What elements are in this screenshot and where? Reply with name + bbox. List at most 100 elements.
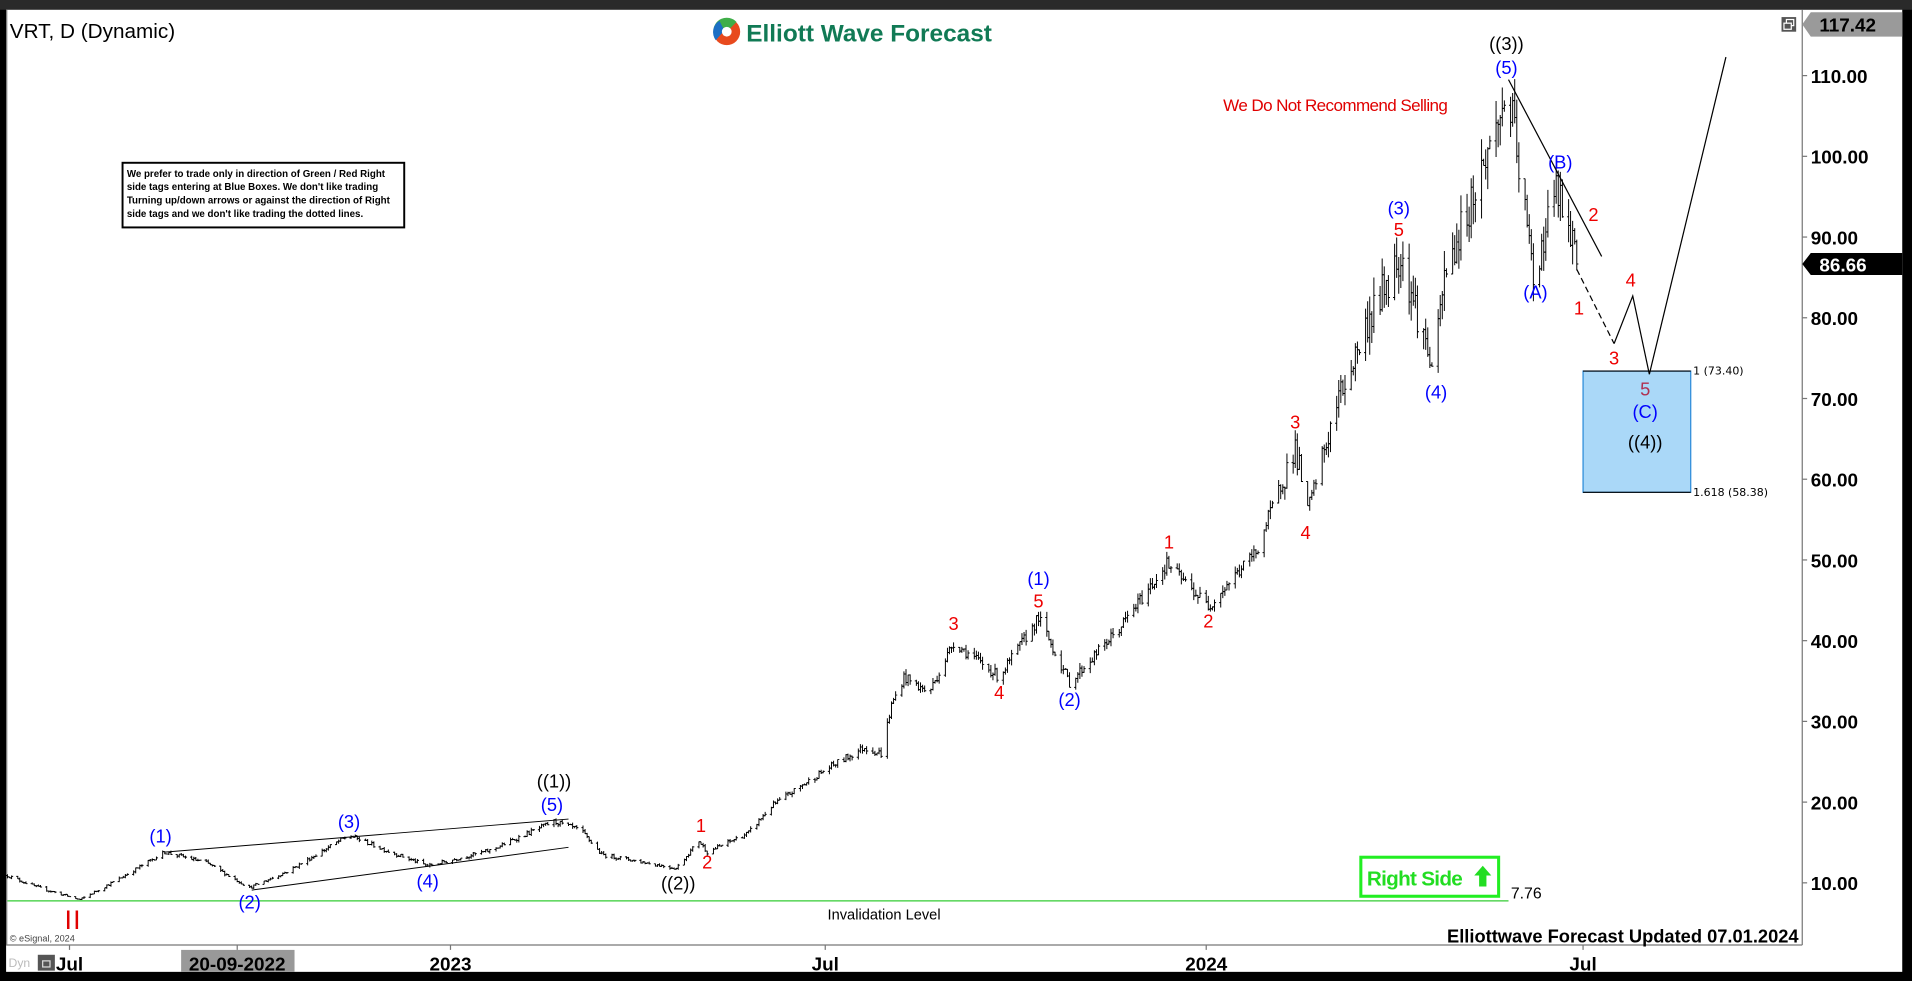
price-bar bbox=[1270, 500, 1275, 509]
projection-line[interactable] bbox=[1507, 79, 1603, 257]
price-bar bbox=[734, 835, 738, 841]
price-bar bbox=[111, 881, 115, 883]
fib-label-1618: 1.618 (58.38) bbox=[1693, 486, 1768, 499]
price-tick-label: 90.00 bbox=[1811, 228, 1858, 249]
price-bar bbox=[241, 883, 245, 886]
wave-label: ((4)) bbox=[1628, 432, 1663, 453]
dyn-label[interactable]: Dyn bbox=[9, 956, 31, 970]
wave-label: 2 bbox=[1588, 204, 1598, 225]
wave-label: (4) bbox=[417, 871, 439, 892]
invalidation-label: Invalidation Level bbox=[828, 907, 941, 923]
price-bar bbox=[154, 856, 159, 861]
lock-icon[interactable] bbox=[37, 954, 55, 971]
price-bar bbox=[1082, 666, 1086, 673]
price-bar bbox=[951, 642, 956, 652]
price-bar bbox=[488, 849, 492, 854]
wave-label: (B) bbox=[1548, 151, 1572, 172]
price-bar bbox=[1502, 100, 1506, 112]
projection-line[interactable] bbox=[1613, 56, 1727, 375]
price-tick-label: 60.00 bbox=[1811, 471, 1858, 492]
price-bar bbox=[386, 849, 390, 853]
price-bar bbox=[1488, 135, 1492, 150]
disclaimer-line: side tags and we don't like trading the … bbox=[127, 209, 364, 220]
price-bar bbox=[1560, 179, 1564, 218]
right-side-label: Right Side bbox=[1367, 867, 1462, 890]
price-bar bbox=[720, 844, 724, 847]
disclaimer-line: We prefer to trade only in direction of … bbox=[127, 169, 386, 180]
wave-label: (5) bbox=[1495, 57, 1517, 78]
price-bar bbox=[1140, 590, 1144, 605]
price-tick-label: 10.00 bbox=[1811, 874, 1858, 895]
price-bar bbox=[821, 770, 825, 774]
price-bar bbox=[1183, 576, 1188, 582]
price-bar bbox=[1256, 550, 1260, 555]
wave-label: (5) bbox=[541, 794, 563, 815]
price-bar bbox=[575, 825, 579, 830]
price-bar bbox=[183, 855, 188, 859]
wave-label: 2 bbox=[702, 851, 712, 872]
wave-label: 1 bbox=[696, 815, 706, 836]
title-strip bbox=[0, 0, 1912, 10]
wave-label: 3 bbox=[1290, 411, 1300, 432]
diagonal-channel-line[interactable] bbox=[251, 846, 569, 891]
window-restore-icon[interactable] bbox=[1781, 17, 1797, 32]
price-tick-label: 50.00 bbox=[1811, 551, 1858, 572]
price-bar bbox=[1067, 672, 1072, 688]
top-price-label: 117.42 bbox=[1802, 12, 1903, 37]
price-bar bbox=[198, 859, 202, 861]
price-bar bbox=[850, 755, 854, 761]
last-price-label: 86.66 bbox=[1802, 253, 1903, 276]
wave-label: 5 bbox=[1033, 591, 1043, 612]
price-bar bbox=[633, 859, 637, 862]
projection-line[interactable] bbox=[1576, 269, 1615, 344]
diagonal-channel-line[interactable] bbox=[164, 818, 569, 853]
wave-label: (2) bbox=[1058, 689, 1080, 710]
price-bar bbox=[1024, 629, 1028, 646]
logo-icon bbox=[713, 17, 741, 46]
copyright: © eSignal, 2024 bbox=[10, 933, 75, 943]
time-tick-label: Jul bbox=[1569, 955, 1596, 976]
wave-label: 4 bbox=[1626, 269, 1636, 290]
price-bar bbox=[1053, 651, 1057, 657]
price-bar bbox=[604, 853, 608, 859]
svg-text:86.66: 86.66 bbox=[1819, 255, 1866, 276]
blue-box bbox=[1582, 370, 1692, 493]
wave-label: 4 bbox=[994, 682, 1004, 703]
time-axis[interactable]: Jul 20-09-2022 2023 Jul 2024 Jul bbox=[56, 945, 1597, 976]
wave-label: (1) bbox=[1027, 568, 1049, 589]
time-tick-label: 2023 bbox=[429, 955, 471, 976]
price-bar bbox=[908, 674, 912, 685]
price-bar bbox=[1343, 374, 1347, 406]
svg-text:117.42: 117.42 bbox=[1819, 16, 1876, 37]
price-bar bbox=[1430, 362, 1434, 367]
price-bar bbox=[38, 885, 43, 888]
time-tick-label: Jul bbox=[812, 955, 839, 976]
price-bar bbox=[980, 656, 985, 670]
updated-note: Elliottwave Forecast Updated 07.01.2024 bbox=[1447, 926, 1799, 947]
price-bar bbox=[299, 863, 304, 865]
price-bar bbox=[430, 863, 434, 866]
price-bar bbox=[53, 891, 57, 894]
price-bar bbox=[589, 839, 593, 844]
wave-label: ((1)) bbox=[537, 771, 572, 792]
price-tick-label: 40.00 bbox=[1811, 632, 1858, 653]
wave-label: 1 bbox=[1164, 532, 1174, 553]
plot-left-border bbox=[6, 9, 8, 946]
price-bar bbox=[314, 854, 318, 858]
price-bar bbox=[546, 821, 550, 826]
price-bar bbox=[1314, 479, 1318, 490]
plot-area[interactable]: 1 (73.40)1.618 (58.38)(1)(2)(3)(4)(5)((1… bbox=[5, 33, 1768, 913]
disclaimer-line: Turning up/down arrows or against the di… bbox=[127, 196, 391, 207]
price-axis[interactable]: 110.00 100.00 90.00 80.00 70.00 60.00 50.00 40.… bbox=[1802, 67, 1869, 895]
price-bar bbox=[1357, 349, 1362, 356]
price-bar bbox=[966, 650, 970, 660]
wave-label: 4 bbox=[1301, 522, 1311, 543]
wave-label: 5 bbox=[1394, 219, 1404, 240]
price-tick-label: 70.00 bbox=[1811, 390, 1858, 411]
price-bar bbox=[792, 787, 796, 795]
wave-label: 2 bbox=[1203, 611, 1213, 632]
price-bar bbox=[807, 777, 811, 785]
price-bar bbox=[1386, 275, 1390, 308]
price-bar bbox=[879, 747, 883, 758]
